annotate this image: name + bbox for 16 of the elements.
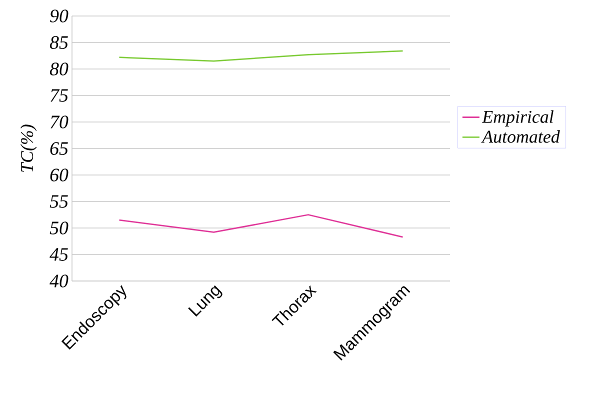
y-tick-label: 50	[50, 222, 68, 234]
y-tick-label: 90	[50, 10, 68, 22]
y-tick-label: 45	[50, 248, 68, 261]
y-tick-label: 80	[50, 62, 68, 76]
line-series	[118, 50, 404, 62]
line-series	[118, 214, 404, 238]
y-axis-title: TC(%)	[20, 124, 37, 172]
y-tick-label: 85	[50, 36, 68, 49]
y-tick-label: 60	[50, 168, 68, 182]
legend-label: Empirical	[482, 110, 554, 127]
y-tick-label: 65	[50, 142, 68, 155]
y-tick-label: 75	[50, 89, 68, 102]
y-tick-label: 55	[50, 195, 68, 208]
legend-label: Automated	[481, 130, 560, 143]
y-tick-label: 70	[50, 116, 68, 128]
y-tick-label: 40	[50, 274, 68, 288]
